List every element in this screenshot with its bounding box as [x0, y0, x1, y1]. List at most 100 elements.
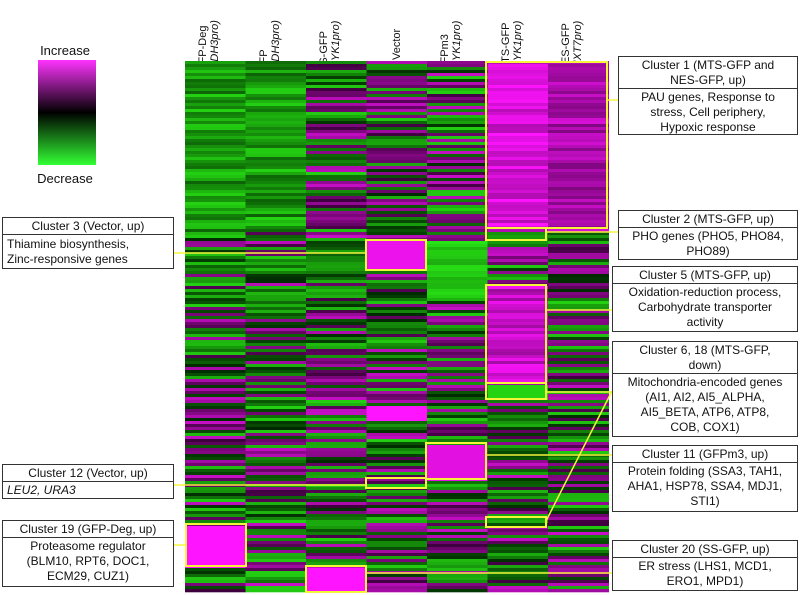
heatmap-cell — [185, 307, 246, 311]
heatmap-cell — [185, 511, 246, 515]
cluster-2-line: PHO genes (PHO5, PHO84, — [632, 229, 784, 243]
heatmap-cell — [185, 361, 246, 365]
heatmap-cell — [245, 580, 307, 584]
heatmap-cell — [487, 334, 549, 338]
heatmap-cell — [548, 223, 609, 227]
cluster-6-18-connector-b — [545, 390, 613, 522]
cluster-1-title: Cluster 1 (MTS-GFP and — [641, 58, 775, 72]
heatmap-cell — [185, 577, 246, 581]
heatmap-cell — [185, 142, 246, 146]
heatmap-cell — [487, 304, 549, 308]
heatmap-cell — [427, 229, 488, 233]
heatmap-cell — [548, 325, 609, 329]
heatmap-cell — [245, 250, 307, 254]
heatmap-cell — [548, 496, 609, 500]
heatmap-cell — [245, 487, 307, 491]
expression-heatmap — [185, 61, 609, 593]
heatmap-cell — [245, 334, 307, 338]
heatmap-cell — [366, 88, 428, 92]
heatmap-cell — [427, 211, 488, 215]
heatmap-cell — [185, 379, 246, 383]
heatmap-cell — [366, 205, 428, 209]
heatmap-cell — [427, 457, 488, 461]
heatmap-cell — [487, 490, 549, 494]
heatmap-cell — [548, 499, 609, 503]
heatmap-cell — [245, 349, 307, 353]
heatmap-cell — [487, 97, 549, 101]
heatmap-cell — [427, 223, 488, 227]
heatmap-cell — [487, 502, 549, 506]
heatmap-cell — [306, 262, 367, 266]
heatmap-cell — [185, 493, 246, 497]
heatmap-cell — [487, 508, 549, 512]
heatmap-cell — [185, 373, 246, 377]
heatmap-cell — [366, 562, 428, 566]
heatmap-cell — [366, 508, 428, 512]
heatmap-cell — [185, 418, 246, 422]
heatmap-cell — [487, 520, 549, 524]
heatmap-cell — [245, 241, 307, 245]
heatmap-cell — [306, 439, 367, 443]
heatmap-cell — [366, 409, 428, 413]
heatmap-cell — [366, 583, 428, 587]
heatmap-cell — [548, 529, 609, 533]
heatmap-cell — [548, 316, 609, 320]
heatmap-cell — [548, 253, 609, 257]
heatmap-cell — [427, 493, 488, 497]
heatmap-cell — [427, 70, 488, 74]
heatmap-cell — [245, 409, 307, 413]
heatmap-cell — [366, 172, 428, 176]
heatmap-cell — [366, 79, 428, 83]
heatmap-cell — [366, 565, 428, 569]
cluster-11-annotation: Cluster 11 (GFPm3, up) Protein folding (… — [612, 445, 798, 512]
heatmap-cell — [245, 307, 307, 311]
heatmap-cell — [427, 121, 488, 125]
heatmap-cell — [487, 151, 549, 155]
heatmap-cell — [427, 226, 488, 230]
heatmap-cell — [366, 280, 428, 284]
heatmap-cell — [427, 511, 488, 515]
heatmap-cell — [306, 73, 367, 77]
heatmap-cell — [427, 166, 488, 170]
heatmap-cell — [487, 445, 549, 449]
heatmap-cell — [306, 109, 367, 113]
heatmap-cell — [548, 259, 609, 263]
heatmap-cell — [487, 451, 549, 455]
heatmap-cell — [306, 424, 367, 428]
heatmap-cell — [306, 475, 367, 479]
heatmap-cell — [366, 145, 428, 149]
heatmap-cell — [548, 106, 609, 110]
heatmap-cell — [487, 112, 549, 116]
heatmap-cell — [185, 364, 246, 368]
heatmap-cell — [366, 331, 428, 335]
heatmap-cell — [487, 178, 549, 182]
heatmap-cell — [366, 541, 428, 545]
heatmap-cell — [306, 316, 367, 320]
heatmap-cell — [366, 274, 428, 278]
heatmap-cell — [245, 262, 307, 266]
heatmap-cell — [245, 268, 307, 272]
heatmap-cell — [427, 310, 488, 314]
heatmap-cell — [185, 268, 246, 272]
heatmap-cell — [245, 271, 307, 275]
heatmap-cell — [427, 451, 488, 455]
heatmap-cell — [366, 334, 428, 338]
heatmap-cell — [306, 550, 367, 554]
heatmap-cell — [306, 496, 367, 500]
heatmap-cell — [366, 523, 428, 527]
heatmap-cell — [185, 451, 246, 455]
heatmap-cell — [548, 334, 609, 338]
cluster-6-18-line: Mitochondria-encoded genes — [627, 375, 783, 389]
heatmap-cell — [487, 541, 549, 545]
heatmap-cell — [245, 223, 307, 227]
heatmap-cell — [427, 541, 488, 545]
heatmap-cell — [245, 181, 307, 185]
heatmap-cell — [366, 61, 428, 65]
heatmap-cell — [306, 136, 367, 140]
heatmap-cell — [185, 280, 246, 284]
heatmap-cell — [487, 253, 549, 257]
heatmap-cell — [487, 529, 549, 533]
heatmap-cell — [548, 199, 609, 203]
heatmap-cell — [185, 136, 246, 140]
heatmap-cell — [548, 469, 609, 473]
